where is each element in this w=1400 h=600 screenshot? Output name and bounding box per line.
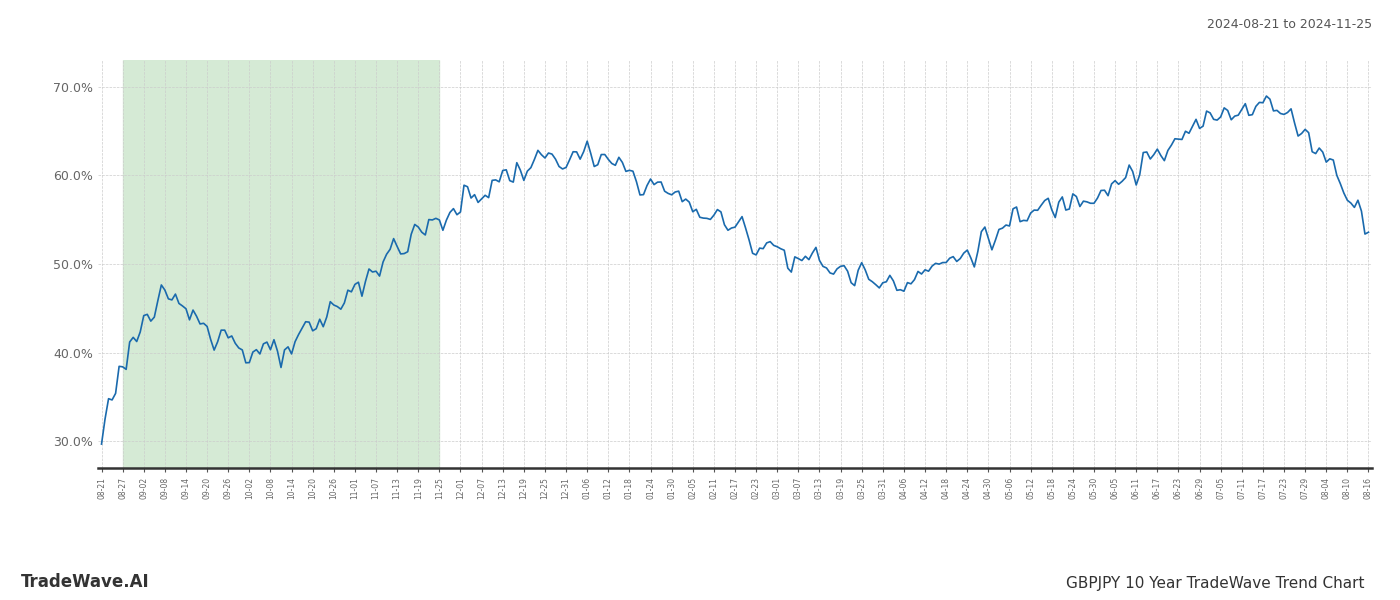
Bar bbox=[123, 60, 440, 468]
Text: TradeWave.AI: TradeWave.AI bbox=[21, 573, 150, 591]
Text: 2024-08-21 to 2024-11-25: 2024-08-21 to 2024-11-25 bbox=[1207, 18, 1372, 31]
Text: GBPJPY 10 Year TradeWave Trend Chart: GBPJPY 10 Year TradeWave Trend Chart bbox=[1067, 576, 1365, 591]
